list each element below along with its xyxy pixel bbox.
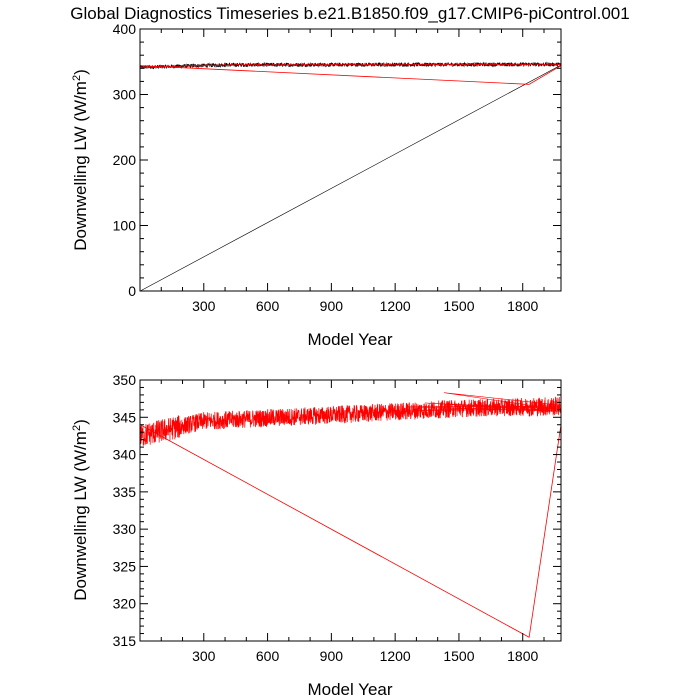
y-tick-label: 0 <box>128 283 136 299</box>
x-tick-label: 900 <box>320 298 344 314</box>
top-x-axis-label: Model Year <box>307 330 392 349</box>
x-tick-label: 1500 <box>443 648 474 664</box>
top-ticks-group: 300 600 900 1200 1500 1800 0 100 200 300 400 <box>113 21 561 314</box>
y-tick-label: 320 <box>113 596 137 612</box>
global-mean-tail <box>528 396 561 417</box>
y-tick-label: 325 <box>113 558 137 574</box>
bottom-y-axis-label: Downwelling LW (W/m2) <box>71 419 90 601</box>
rerun-segments <box>405 392 561 412</box>
chart-title: Global Diagnostics Timeseries b.e21.B185… <box>70 4 629 23</box>
y-tick-label: 345 <box>113 409 137 425</box>
y-tick-label: 400 <box>113 21 137 37</box>
y-tick-label: 100 <box>113 218 137 234</box>
x-tick-label: 900 <box>320 648 344 664</box>
x-tick-label: 600 <box>256 298 280 314</box>
bottom-plot-frame <box>139 379 562 642</box>
x-tick-label: 600 <box>256 648 280 664</box>
x-tick-label: 1500 <box>443 298 474 314</box>
x-tick-label: 300 <box>192 298 216 314</box>
x-tick-label: 1200 <box>380 298 411 314</box>
y-tick-label: 200 <box>113 152 137 168</box>
bottom-series-group <box>140 392 561 638</box>
global-mean-line <box>140 63 561 69</box>
x-tick-label: 1800 <box>507 648 538 664</box>
top-plot-frame <box>139 28 562 292</box>
top-series-group <box>140 61 561 291</box>
bottom-x-axis-label: Model Year <box>307 680 392 699</box>
bottom-panel: 300 600 900 1200 1500 1800 315 320 325 330 335 340 3… <box>71 372 562 699</box>
x-tick-label: 1800 <box>507 298 538 314</box>
top-y-axis-label: Downwelling LW (W/m2) <box>71 69 90 251</box>
x-tick-label: 1200 <box>380 648 411 664</box>
global-mean-line <box>140 398 530 446</box>
top-panel: 300 600 900 1200 1500 1800 0 100 200 300 400 Model… <box>71 21 562 349</box>
global-mean-connector <box>140 65 561 85</box>
x-tick-label: 300 <box>192 648 216 664</box>
y-tick-label: 330 <box>113 521 137 537</box>
bottom-ticks-group: 300 600 900 1200 1500 1800 315 320 325 330 335 340 3… <box>113 372 561 664</box>
y-tick-label: 335 <box>113 484 137 500</box>
annual-wrap-line <box>140 64 561 291</box>
y-tick-label: 300 <box>113 87 137 103</box>
y-tick-label: 340 <box>113 447 137 463</box>
y-tick-label: 350 <box>113 372 137 388</box>
global-mean-connector <box>140 424 561 638</box>
y-tick-label: 315 <box>113 633 137 649</box>
